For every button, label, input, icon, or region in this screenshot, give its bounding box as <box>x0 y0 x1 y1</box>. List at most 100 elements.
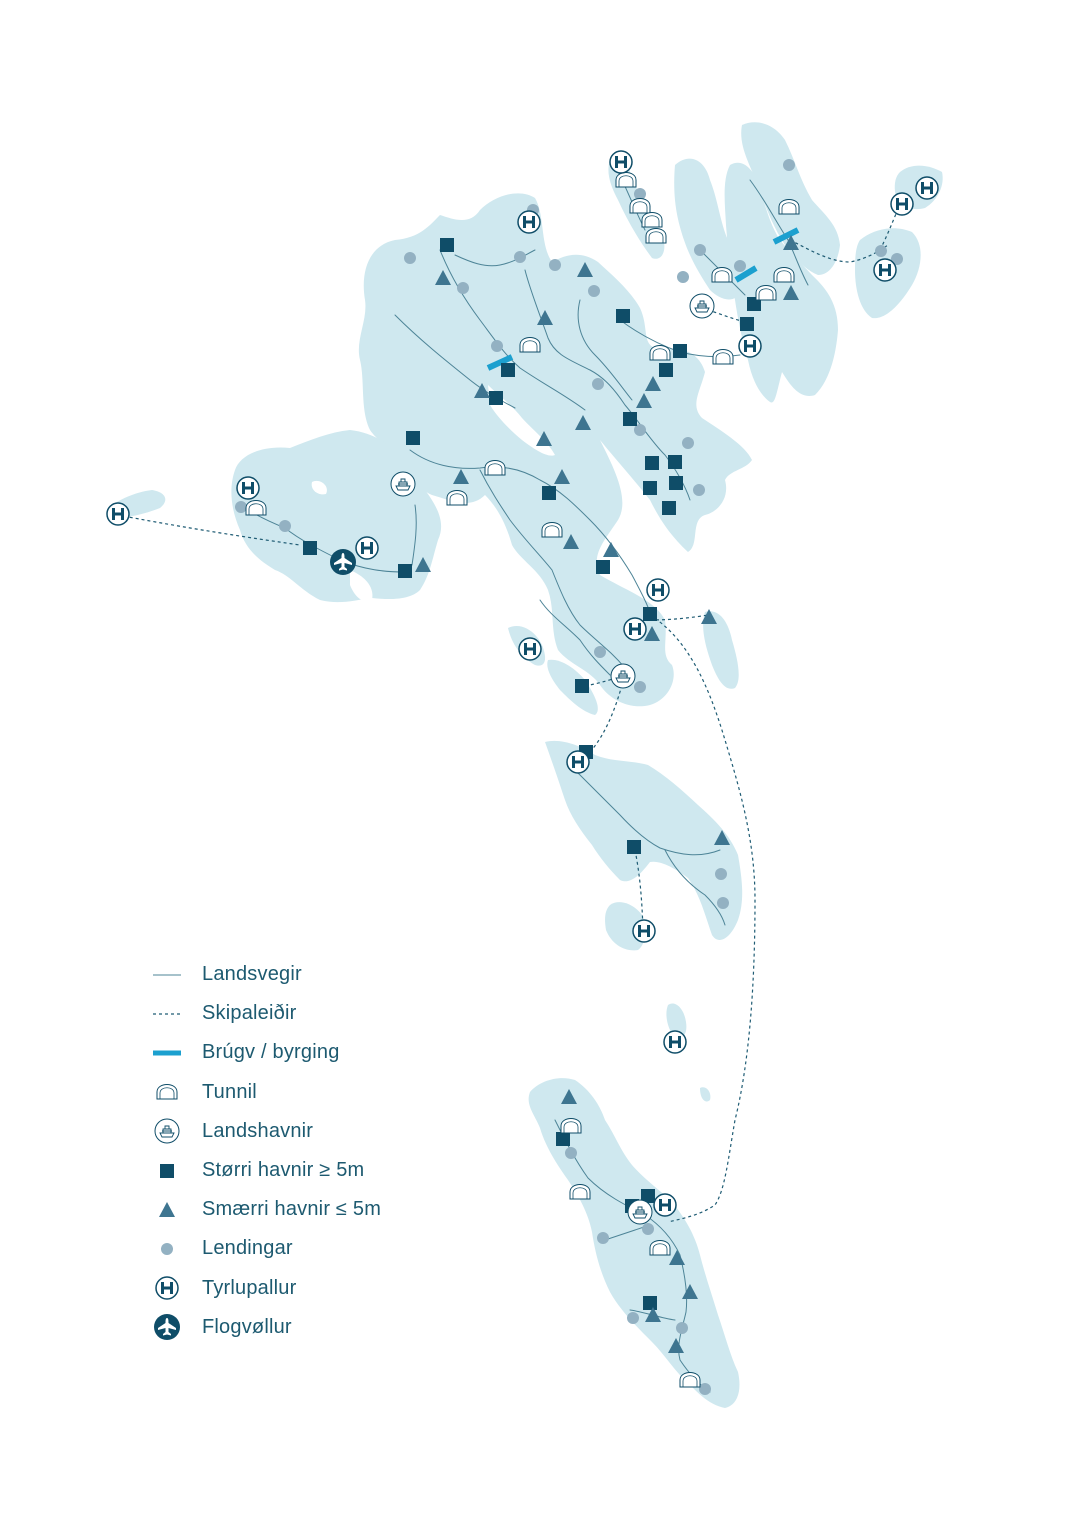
helipad-h-icon <box>106 502 130 526</box>
national-port-ship-icon <box>390 471 416 497</box>
landing-dot-icon <box>682 437 694 449</box>
tunnel-arch-icon <box>641 212 663 228</box>
large-port-square-icon <box>659 363 673 377</box>
tunnel-arch-icon <box>755 285 777 301</box>
landing-dot-icon <box>717 897 729 909</box>
small-port-triangle-icon <box>536 431 552 446</box>
tunnel-arch-icon <box>679 1372 701 1388</box>
landing-dot-icon <box>634 681 646 693</box>
legend-item-large_port: Størri havnir ≥ 5m <box>150 1151 381 1190</box>
road-19 <box>539 599 611 676</box>
large-port-square-icon <box>556 1132 570 1146</box>
small-port-triangle-icon <box>701 609 717 624</box>
small-port-triangle-icon <box>783 285 799 300</box>
helipad-h-icon <box>873 258 897 282</box>
tunnel-arch-icon <box>778 199 800 215</box>
road-5 <box>409 449 653 619</box>
tunnel-arch-icon <box>645 228 667 244</box>
island-vidoy <box>741 122 840 275</box>
small-port-triangle-icon <box>603 542 619 557</box>
large-port-square-icon <box>303 541 317 555</box>
landing-dot-icon <box>676 1322 688 1334</box>
small-port-triangle-icon <box>554 469 570 484</box>
island-streymoy-eysturoy <box>358 193 752 707</box>
large-port-square-icon <box>627 840 641 854</box>
legend-item-national_port: Landshavnir <box>150 1112 381 1151</box>
large-port-square-icon <box>645 456 659 470</box>
tunnel-arch-icon <box>711 267 733 283</box>
tunnel-arch-icon <box>649 345 671 361</box>
tunnel-arch-icon <box>156 1084 178 1100</box>
landing-dot-icon <box>693 484 705 496</box>
legend-item-landing: Lendingar <box>150 1229 381 1268</box>
large-port-square-icon <box>668 455 682 469</box>
legend-item-road: Landsvegir <box>150 955 381 994</box>
road-3 <box>454 249 536 267</box>
large-port-square-icon <box>596 560 610 574</box>
small-port-triangle-icon <box>159 1201 175 1217</box>
road-6 <box>479 469 626 669</box>
tunnel-arch-icon <box>773 267 795 283</box>
landing-dot-icon <box>597 1232 609 1244</box>
large-port-square-icon <box>406 431 420 445</box>
small-port-triangle-icon <box>563 534 579 549</box>
legend-item-airport: Flogvøllur <box>150 1308 381 1347</box>
small-port-triangle-icon <box>577 262 593 277</box>
road-11 <box>749 179 809 286</box>
legend-label: Lendingar <box>202 1237 293 1260</box>
small-port-triangle-icon <box>645 1307 661 1322</box>
small-port-triangle-icon <box>415 557 431 572</box>
tunnel-arch-icon <box>649 1240 671 1256</box>
small-port-triangle-icon <box>714 830 730 845</box>
landing-dot-icon <box>279 520 291 532</box>
landing-dot-icon <box>457 282 469 294</box>
road-16 <box>554 1119 711 1393</box>
large-port-square-icon <box>575 679 589 693</box>
ferry-sandoy <box>589 684 623 753</box>
small-port-triangle-icon <box>668 1338 684 1353</box>
national-port-ship-icon <box>610 663 636 689</box>
tunnel-arch-icon <box>569 1184 591 1200</box>
legend-label: Størri havnir ≥ 5m <box>202 1159 365 1182</box>
island-suduroy <box>528 1078 740 1408</box>
landing-dot-icon <box>514 251 526 263</box>
national-port-ship-icon <box>689 293 715 319</box>
helipad-h-icon <box>518 637 542 661</box>
landing-dot-icon <box>734 260 746 272</box>
dashed-line <box>150 999 184 1029</box>
legend-label: Tyrlupallur <box>202 1276 297 1299</box>
landing-dot-icon <box>588 285 600 297</box>
large-port-square-icon <box>398 564 412 578</box>
large-port-square-icon <box>673 344 687 358</box>
airplane-in-circle-icon <box>150 1312 184 1342</box>
ship-in-circle-icon <box>150 1116 184 1146</box>
landing-dot-icon <box>634 188 646 200</box>
tunnel-arch-icon <box>150 1077 184 1107</box>
helipad-h-icon <box>646 578 670 602</box>
island-nolsoy <box>703 611 739 689</box>
helipad-h-icon <box>566 750 590 774</box>
large-port-square-icon <box>662 501 676 515</box>
helipad-h-icon <box>236 476 260 500</box>
tunnel-arch-icon <box>615 172 637 188</box>
helipad-h-icon <box>890 192 914 216</box>
landing-dot-icon <box>699 1383 711 1395</box>
helipad-h-icon <box>517 210 541 234</box>
large-port-square-icon <box>542 486 556 500</box>
helipad-h-icon <box>609 150 633 174</box>
bridge-1 <box>486 354 514 371</box>
legend-item-helipad: Tyrlupallur <box>150 1269 381 1308</box>
legend-item-tunnel: Tunnil <box>150 1073 381 1112</box>
helipad-h-icon <box>653 1193 677 1217</box>
large-port-square-icon <box>669 476 683 490</box>
tunnel-arch-icon <box>712 349 734 365</box>
island-vagar <box>231 430 442 603</box>
road-15 <box>664 849 726 926</box>
island-litla-dimun <box>700 1087 711 1102</box>
lake-sorvagsvatn <box>350 570 373 602</box>
landing-dot-icon <box>634 424 646 436</box>
small-port-triangle-icon <box>644 626 660 641</box>
landing-dot-icon <box>404 252 416 264</box>
island-sandoy <box>545 740 743 940</box>
small-port-triangle-icon <box>575 415 591 430</box>
